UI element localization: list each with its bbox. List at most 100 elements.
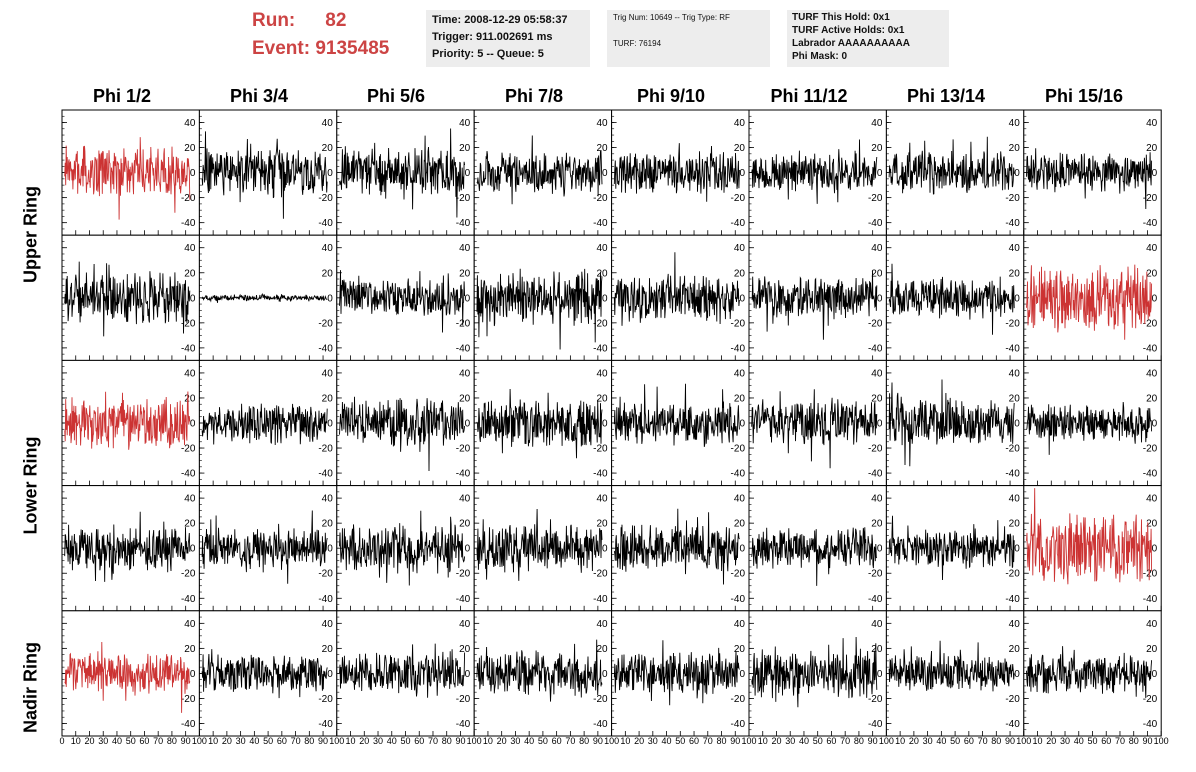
y-tick-label: 20 xyxy=(1009,393,1021,404)
y-tick-label: 0 xyxy=(1014,669,1020,680)
run-line: Run: 82 xyxy=(252,10,346,32)
column-header-6: Phi 11/12 xyxy=(770,86,848,106)
labrador-text: Labrador AAAAAAAAAA xyxy=(792,38,910,49)
x-tick-label: 60 xyxy=(1101,736,1111,746)
y-tick-label: -20 xyxy=(731,318,746,329)
x-tick-label: 10 xyxy=(758,736,768,746)
waveform-trace xyxy=(201,403,328,446)
waveform-trace xyxy=(476,639,603,702)
trig-info-box: Trig Num: 10649 -- Trig Type: RF TURF: 7… xyxy=(607,10,770,67)
y-tick-label: 0 xyxy=(739,669,745,680)
y-tick-label: 40 xyxy=(596,494,608,505)
y-tick-label: -40 xyxy=(1005,469,1020,480)
y-tick-label: 20 xyxy=(322,143,334,154)
y-tick-label: 40 xyxy=(871,619,883,630)
y-tick-label: 40 xyxy=(734,243,746,254)
y-tick-label: 40 xyxy=(1146,494,1158,505)
y-tick-label: 20 xyxy=(871,644,883,655)
y-tick-label: 40 xyxy=(322,619,334,630)
waveform-trace xyxy=(751,527,878,586)
y-tick-label: 40 xyxy=(184,243,196,254)
y-tick-label: -20 xyxy=(318,193,333,204)
y-tick-label: -40 xyxy=(731,594,746,605)
y-tick-label: -40 xyxy=(181,343,196,354)
y-tick-label: 40 xyxy=(871,118,883,129)
x-tick-label: 50 xyxy=(950,736,960,746)
y-tick-label: -40 xyxy=(456,218,471,229)
waveform-trace xyxy=(888,515,1015,581)
column-header-7: Phi 13/14 xyxy=(906,86,986,106)
x-tick-label: 40 xyxy=(387,736,397,746)
waveform-trace xyxy=(476,508,603,581)
x-tick-label: 100 xyxy=(604,736,619,746)
y-tick-label: 40 xyxy=(1009,494,1021,505)
y-tick-label: 0 xyxy=(1152,669,1158,680)
y-tick-label: -20 xyxy=(1005,444,1020,455)
y-tick-label: 0 xyxy=(877,419,883,430)
x-tick-label: 30 xyxy=(923,736,933,746)
waveform-trace xyxy=(1026,401,1153,455)
trigger-text: Trigger: 911.002691 ms xyxy=(432,31,553,43)
waveform-trace xyxy=(64,641,191,713)
y-tick-label: 20 xyxy=(1009,143,1021,154)
y-tick-label: 20 xyxy=(734,143,746,154)
y-tick-label: 20 xyxy=(871,268,883,279)
time-text: Time: 2008-12-29 05:58:37 xyxy=(432,14,568,26)
y-tick-label: -20 xyxy=(1143,318,1158,329)
y-tick-label: -20 xyxy=(456,193,471,204)
x-tick-label: 40 xyxy=(662,736,672,746)
y-tick-label: 40 xyxy=(596,118,608,129)
x-tick-label: 90 xyxy=(593,736,603,746)
waveform-trace xyxy=(613,640,740,706)
y-tick-label: 40 xyxy=(459,368,471,379)
turf-active-holds: TURF Active Holds: 0x1 xyxy=(792,25,905,36)
y-tick-label: 40 xyxy=(1146,368,1158,379)
y-tick-label: 0 xyxy=(602,419,608,430)
x-tick-label: 40 xyxy=(799,736,809,746)
x-tick-label: 0 xyxy=(59,736,64,746)
y-tick-label: -40 xyxy=(1143,719,1158,730)
y-tick-label: 0 xyxy=(327,419,333,430)
y-tick-label: 0 xyxy=(1152,168,1158,179)
y-tick-label: 20 xyxy=(596,393,608,404)
x-tick-label: 100 xyxy=(329,736,344,746)
x-tick-label: 40 xyxy=(1074,736,1084,746)
y-tick-label: 20 xyxy=(459,268,471,279)
waveform-trace xyxy=(339,510,466,586)
y-tick-label: 40 xyxy=(734,619,746,630)
x-tick-label: 60 xyxy=(689,736,699,746)
y-tick-label: -20 xyxy=(318,569,333,580)
x-tick-label: 70 xyxy=(428,736,438,746)
y-tick-label: 0 xyxy=(1014,419,1020,430)
x-tick-label: 10 xyxy=(71,736,81,746)
y-tick-label: -40 xyxy=(1005,218,1020,229)
waveform-trace xyxy=(476,135,603,205)
x-tick-label: 20 xyxy=(771,736,781,746)
y-tick-label: 20 xyxy=(184,519,196,530)
phi-mask-text: Phi Mask: 0 xyxy=(792,51,848,62)
y-tick-label: 0 xyxy=(602,168,608,179)
y-tick-label: 0 xyxy=(1014,293,1020,304)
x-tick-label: 100 xyxy=(192,736,207,746)
y-tick-label: 20 xyxy=(184,644,196,655)
y-tick-label: -40 xyxy=(1005,719,1020,730)
waveform-trace xyxy=(613,383,740,447)
y-tick-label: -20 xyxy=(593,193,608,204)
waveform-trace xyxy=(339,643,466,698)
x-tick-label: 10 xyxy=(620,736,630,746)
x-tick-label: 90 xyxy=(730,736,740,746)
waveform-trace xyxy=(64,137,191,220)
y-tick-label: 40 xyxy=(871,243,883,254)
y-tick-label: -20 xyxy=(868,193,883,204)
y-tick-label: 0 xyxy=(1014,544,1020,555)
x-tick-label: 30 xyxy=(1060,736,1070,746)
x-tick-label: 70 xyxy=(291,736,301,746)
y-tick-label: 20 xyxy=(871,519,883,530)
y-tick-label: -40 xyxy=(181,719,196,730)
x-tick-label: 90 xyxy=(868,736,878,746)
y-tick-label: -40 xyxy=(181,469,196,480)
y-tick-label: -20 xyxy=(318,444,333,455)
y-tick-label: -20 xyxy=(593,318,608,329)
trig-text: Trig Num: 10649 -- Trig Type: RF xyxy=(613,13,730,22)
x-tick-label: 90 xyxy=(1142,736,1152,746)
